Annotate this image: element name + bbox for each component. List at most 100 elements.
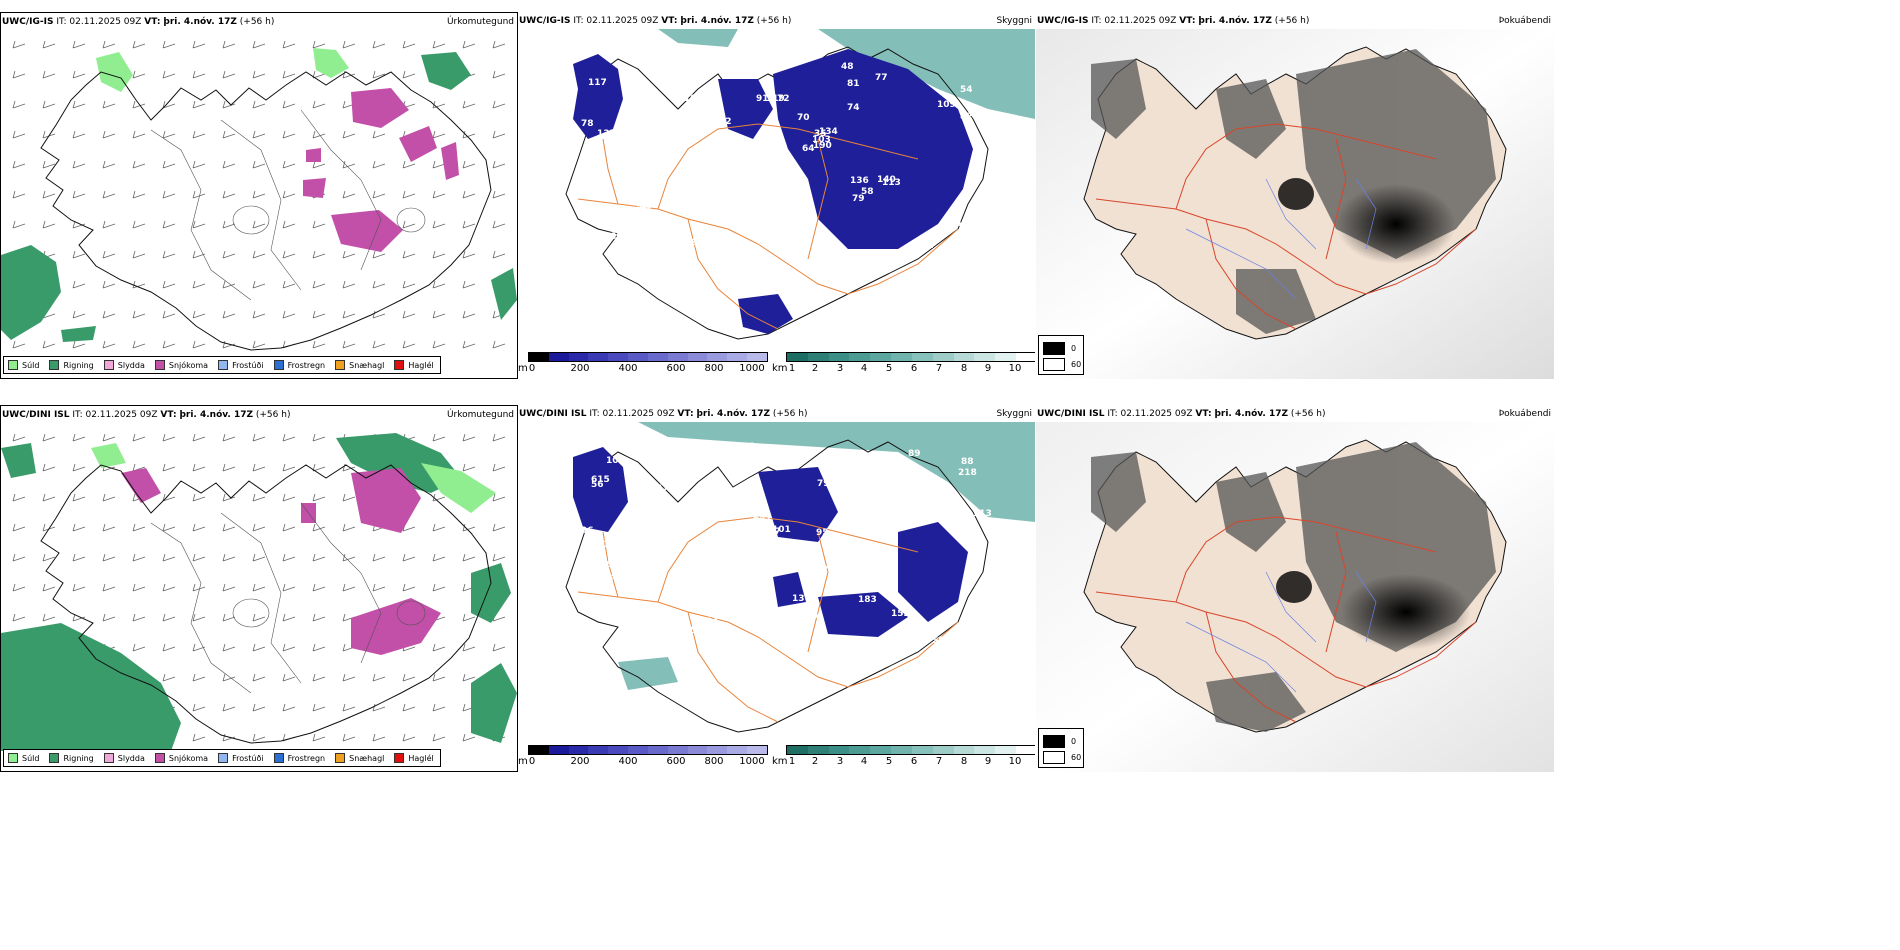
visibility-label: 105 <box>753 146 772 156</box>
wind-barb <box>342 280 356 289</box>
visibility-label: 113 <box>882 178 901 188</box>
rain-area-sw <box>1 623 181 751</box>
wind-barb <box>102 280 116 289</box>
wind-barb <box>342 523 356 532</box>
drizzle-area-n <box>313 48 349 78</box>
elevation-tick: 1000 <box>739 363 765 374</box>
lead-time: (+56 h) <box>756 16 792 26</box>
visibility-label: 87 <box>754 215 767 225</box>
iceland-coastline <box>40 71 492 351</box>
visibility-tick: 8 <box>960 756 968 767</box>
visibility-label: 83 <box>625 543 638 553</box>
wind-barb <box>462 733 476 742</box>
visibility-label: 113 <box>973 509 992 519</box>
wind-barb <box>162 190 176 199</box>
legend-swatch <box>8 360 18 370</box>
visibility-label: 62 <box>719 117 732 127</box>
wind-barb <box>42 553 56 562</box>
wind-barb <box>42 130 56 139</box>
wind-barb <box>372 280 386 289</box>
wind-barb <box>282 130 296 139</box>
visibility-label: 105 <box>666 617 685 627</box>
wind-barb <box>312 463 326 472</box>
visibility-label: 77 <box>875 73 888 83</box>
valid-time-label: VT: <box>661 16 678 26</box>
wind-barb <box>102 493 116 502</box>
wind-barb <box>102 433 116 442</box>
wind-barb <box>12 433 26 442</box>
wind-barb <box>192 280 206 289</box>
rivers <box>1185 178 1377 300</box>
legend-item: Súld <box>8 753 39 763</box>
init-time-label: IT: <box>56 17 67 27</box>
wind-barb <box>12 160 26 169</box>
legend-swatch <box>1043 358 1065 371</box>
visibility-label: 96 <box>581 526 594 536</box>
wind-barb <box>312 280 326 289</box>
wind-barb <box>192 553 206 562</box>
wind-barb <box>432 733 446 742</box>
wind-barb <box>162 340 176 349</box>
wind-barb <box>432 340 446 349</box>
legend-swatch <box>218 753 229 763</box>
wind-barb <box>492 190 506 199</box>
precip-map <box>1 40 517 351</box>
iceland-coastline <box>565 46 989 340</box>
wind-barb <box>222 703 236 712</box>
valid-time-label: VT: <box>1179 16 1196 26</box>
wind-barb <box>42 40 56 49</box>
panel-title: Úrkomutegund <box>446 17 514 27</box>
panel-header: UWC/IG-IS IT: 02.11.2025 09Z VT: þri. 4.… <box>518 14 791 28</box>
visibility-label: 218 <box>958 468 977 478</box>
wind-barb <box>192 463 206 472</box>
visibility-label: 74 <box>847 103 860 113</box>
snow-area-6 <box>306 148 321 162</box>
roads <box>1095 516 1477 723</box>
wind-barb <box>432 553 446 562</box>
wind-barb <box>432 280 446 289</box>
wind-barb <box>312 220 326 229</box>
legend-swatch <box>273 360 284 370</box>
wind-barb <box>432 673 446 682</box>
wind-barb <box>312 130 326 139</box>
lead-time: (+56 h) <box>1290 409 1326 419</box>
wind-barb <box>12 130 26 139</box>
valid-time-label: VT: <box>144 17 161 27</box>
wind-barb <box>162 160 176 169</box>
legend-item: Frostúði <box>218 753 264 763</box>
visibility-tick: 1 <box>788 756 796 767</box>
wind-barb <box>282 583 296 592</box>
wind-barb <box>72 40 86 49</box>
legend-label: Snæhagl <box>349 753 385 763</box>
wind-barb <box>402 280 416 289</box>
fog-area-nw <box>658 29 738 47</box>
wind-barb <box>132 130 146 139</box>
valid-time-label: VT: <box>1195 409 1212 419</box>
wind-barb <box>312 553 326 562</box>
wind-barb <box>72 70 86 79</box>
wind-barb <box>342 733 356 742</box>
wind-barb <box>132 280 146 289</box>
init-time: 02.11.2025 09Z <box>85 410 158 420</box>
wind-barb <box>342 703 356 712</box>
wind-barb <box>252 433 266 442</box>
drizzle-area-ne <box>421 463 496 513</box>
legend-label: Rigning <box>63 753 94 763</box>
wind-barb <box>342 130 356 139</box>
wind-barb <box>102 250 116 259</box>
wind-barb <box>252 733 266 742</box>
visibility-label: 64 <box>639 202 652 212</box>
snow-area-south <box>738 294 793 334</box>
wind-barb <box>192 613 206 622</box>
legend-label: Súld <box>22 360 40 370</box>
visibility-tick: 10 <box>1008 363 1022 374</box>
elevation-tick: 800 <box>704 756 724 767</box>
valid-time-label: VT: <box>160 410 177 420</box>
wind-barb <box>282 643 296 652</box>
wind-barb <box>102 190 116 199</box>
wind-barb <box>252 463 266 472</box>
wind-barb <box>222 613 236 622</box>
legend-swatch <box>154 753 165 763</box>
model-name: UWC/IG-IS <box>519 16 571 26</box>
wind-barb <box>282 703 296 712</box>
